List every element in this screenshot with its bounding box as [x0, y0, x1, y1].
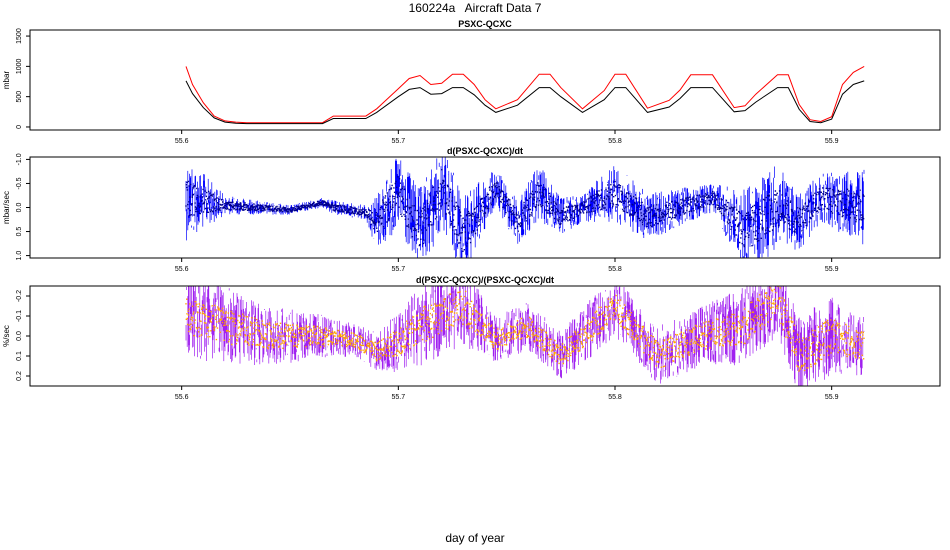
plot-frame [29, 29, 941, 131]
y-tick-label: 1.0 [16, 251, 23, 261]
y-axis-label: %/sec [2, 325, 11, 347]
plot-area [185, 157, 865, 258]
series-points [185, 169, 865, 252]
y-axis-label: mbar [2, 71, 11, 90]
y-axis-label: mbar/sec [2, 191, 11, 224]
x-tick-label: 55.6 [175, 266, 189, 273]
panel-relative-derivative: d(PSXC-QCXC)/(PSXC-QCXC)/dt 55.6 55.7 55.8 5… [2, 275, 941, 401]
series-line-1 [185, 80, 865, 125]
panel-title: d(PSXC-QCXC)/dt [447, 146, 523, 156]
y-tick-label: -0.1 [16, 310, 23, 322]
plot-area [185, 286, 865, 386]
plot-area [185, 65, 865, 125]
y-tick-label: 0.5 [16, 227, 23, 237]
x-tick-label: 55.7 [392, 394, 406, 401]
panel-psxc-qcxc: PSXC-QCXC 55.6 55.7 55.8 55.9 0 500 1000 1500 mba… [2, 19, 941, 145]
x-tick-label: 55.8 [608, 266, 622, 273]
x-axis-label: day of year [445, 531, 505, 545]
y-tick-label: 0.2 [16, 371, 23, 381]
y-tick-label: 0.0 [16, 331, 23, 341]
x-tick-label: 55.6 [175, 394, 189, 401]
x-tick-label: 55.7 [392, 138, 406, 145]
y-tick-label: -0.2 [16, 290, 23, 302]
panel-title: d(PSXC-QCXC)/(PSXC-QCXC)/dt [416, 275, 554, 285]
y-tick-label: 0.1 [16, 351, 23, 361]
panel-title: PSXC-QCXC [458, 19, 512, 29]
x-tick-label: 55.8 [608, 394, 622, 401]
y-tick-label: -0.5 [16, 177, 23, 189]
series-points [185, 286, 865, 372]
x-tick-label: 55.7 [392, 266, 406, 273]
x-tick-label: 55.9 [825, 266, 839, 273]
x-tick-label: 55.9 [825, 394, 839, 401]
y-tick-label: 1000 [16, 58, 23, 74]
page-title: 160224a Aircraft Data 7 [408, 1, 542, 15]
panel-derivative: d(PSXC-QCXC)/dt 55.6 55.7 55.8 55.9 -1.0 -0.5 0… [2, 146, 941, 273]
x-tick-label: 55.8 [608, 138, 622, 145]
y-tick-label: 0.0 [16, 203, 23, 213]
y-tick-label: 0 [16, 125, 23, 129]
series-line-0 [185, 65, 865, 124]
x-tick-label: 55.9 [825, 138, 839, 145]
y-tick-label: 1500 [16, 28, 23, 44]
x-tick-label: 55.6 [175, 138, 189, 145]
y-tick-label: -1.0 [16, 153, 23, 165]
y-tick-label: 500 [16, 91, 23, 103]
